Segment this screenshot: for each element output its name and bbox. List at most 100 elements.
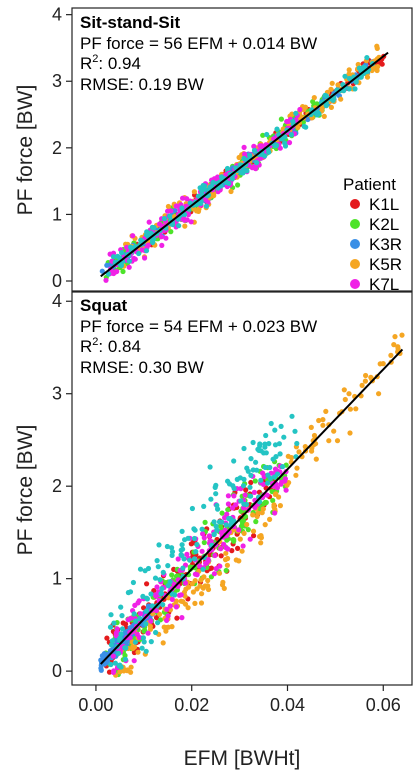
legend-marker-K3R [350,239,360,249]
data-point-K8L [342,73,348,79]
data-point-K2L [219,510,225,516]
data-point-K3R [172,207,178,214]
data-point-K5R [254,513,260,520]
data-point-K8L [179,542,185,548]
data-point-K8L [115,253,121,259]
data-point-K8L [241,155,247,162]
data-point-K8L [208,496,214,502]
data-point-K7L [272,466,279,472]
data-point-K8L [170,221,176,228]
data-point-K8L [263,450,269,456]
data-point-K7L [132,602,138,609]
data-point-K8L [240,170,246,176]
data-point-K5R [147,626,154,632]
data-point-K8L [179,528,185,535]
data-point-K5R [224,562,230,568]
data-point-K8L [277,451,283,457]
data-point-K8L [154,558,160,564]
y-ticks: 0 1 2 3 4 [52,291,72,681]
regression-equation: PF force = 54 EFM + 0.023 BW [80,317,317,336]
data-point-K5R [223,550,229,556]
data-point-K8L [193,549,199,555]
data-point-K1L [106,669,113,675]
data-point-K2L [202,519,208,526]
data-point-K7L [229,505,236,511]
data-point-K5R [295,124,301,130]
data-point-K2L [169,572,175,578]
data-point-K5R [342,396,348,403]
data-point-K5R [375,64,381,70]
data-point-K7L [249,165,255,171]
data-point-K2L [314,101,320,107]
data-point-K5R [399,332,405,338]
data-point-K2L [201,539,207,546]
data-point-K5R [211,193,217,199]
data-point-K2L [235,182,241,188]
data-point-K5R [323,408,329,414]
data-point-K7L [218,546,224,552]
x-tick-label: 0.02 [174,695,209,715]
data-point-K5R [276,494,282,500]
r-squared: R2: 0.84 [80,336,141,356]
data-point-K8L [301,123,307,129]
data-point-K5R [294,465,300,471]
data-point-K8L [254,160,260,166]
data-point-K5R [334,438,341,444]
data-point-K5R [392,334,398,340]
data-point-K5R [328,86,334,92]
data-point-K8L [117,635,123,641]
data-point-K7L [203,560,209,567]
data-point-K7L [212,552,218,559]
data-point-K5R [200,585,206,591]
data-point-K8L [200,566,206,572]
y-tick-label: 0 [52,271,62,291]
data-point-K5R [198,600,205,606]
regression-equation: PF force = 56 EFM + 0.014 BW [80,34,317,53]
data-point-K5R [370,65,376,71]
data-point-K8L [268,420,274,427]
data-point-K8L [159,586,165,592]
data-point-K8L [241,476,247,482]
data-point-K8L [253,459,259,465]
data-point-K3R [305,116,311,123]
data-point-K8L [131,611,137,617]
data-point-K8L [126,258,132,264]
data-point-K8L [229,176,235,182]
y-tick-label: 2 [52,476,62,496]
data-point-K5R [311,432,318,439]
data-point-K8L [119,626,126,632]
data-point-K8L [358,74,364,80]
data-point-K5R [244,521,250,528]
data-point-K8L [266,441,272,447]
legend-label-K2L: K2L [369,215,399,234]
data-point-K8L [250,439,256,446]
data-point-K2L [253,519,259,525]
data-point-K8L [262,441,268,447]
data-point-K8L [191,556,198,562]
data-point-K5R [311,95,317,101]
data-point-K8L [241,501,247,507]
data-point-K7L [103,277,109,283]
data-point-K5R [293,472,299,478]
data-point-K1L [243,487,249,493]
data-point-K5R [173,598,179,604]
data-point-K5R [160,640,166,646]
data-point-K7L [113,630,119,636]
data-point-K7L [165,613,171,619]
data-point-K8L [258,477,264,483]
data-point-K2L [224,537,230,543]
data-point-K8L [234,476,240,482]
data-point-K1L [144,581,150,587]
data-point-K8L [272,427,278,433]
data-point-K8L [169,591,175,597]
data-point-K7L [208,538,214,545]
data-point-K5R [236,558,242,564]
data-point-K7L [231,493,237,499]
data-point-K7L [236,527,242,533]
data-point-K5R [376,391,382,397]
data-point-K8L [230,483,236,489]
data-point-K7L [201,535,207,541]
data-point-K5R [267,516,273,523]
data-point-K8L [274,471,281,477]
